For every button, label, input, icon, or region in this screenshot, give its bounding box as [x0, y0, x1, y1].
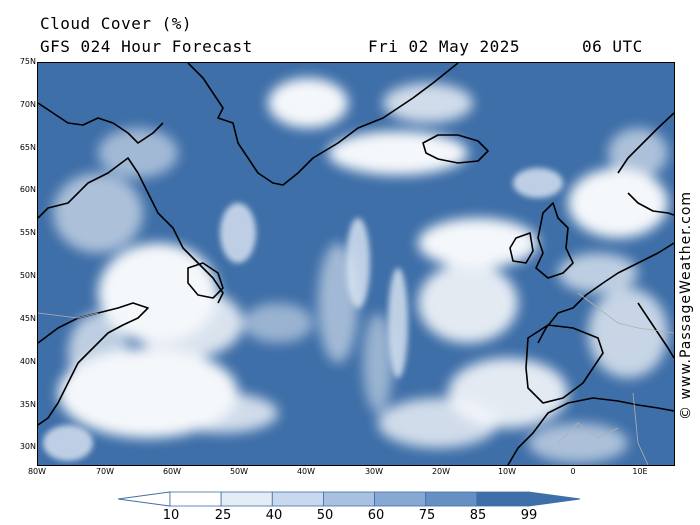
colorbar-label-85: 85 [469, 508, 487, 523]
colorbar-label-25: 25 [214, 508, 232, 523]
lon-label-60w: 60W [162, 467, 182, 476]
lon-label-30w: 30W [364, 467, 384, 476]
lat-label-40n: 40N [19, 357, 36, 366]
lon-label-80w: 80W [27, 467, 47, 476]
lat-label-75n: 75N [19, 57, 36, 66]
europe-coastline [537, 242, 674, 344]
lon-label-40w: 40W [296, 467, 316, 476]
scandinavia-south-coastline [627, 192, 674, 216]
colorbar-label-50: 50 [316, 508, 334, 523]
colorbar-label-75: 75 [418, 508, 436, 523]
colorbar-cell [323, 491, 375, 507]
country-borders [38, 292, 674, 465]
passageweather-watermark: © www.PassageWeather.com [678, 190, 694, 420]
labrador-coastline [38, 157, 224, 304]
colorbar-cell [374, 491, 427, 507]
lat-label-50n: 50N [19, 271, 36, 280]
africa-coastline [507, 397, 674, 465]
lat-label-55n: 55N [19, 228, 36, 237]
newfoundland-coastline [187, 262, 224, 299]
lat-label-65n: 65N [19, 143, 36, 152]
forecast-date: Fri 02 May 2025 [368, 37, 520, 56]
lon-label-70w: 70W [95, 467, 115, 476]
cloud-cover-map[interactable] [37, 62, 675, 466]
colorbar-cell [425, 491, 478, 507]
lat-label-35n: 35N [19, 400, 36, 409]
lat-label-70n: 70N [19, 100, 36, 109]
colorbar-label-60: 60 [367, 508, 385, 523]
colorbar-label-40: 40 [265, 508, 283, 523]
lon-label-50w: 50W [229, 467, 249, 476]
lat-label-30n: 30N [19, 442, 36, 451]
iceland-coastline [422, 134, 489, 164]
lat-label-45n: 45N [19, 314, 36, 323]
colorbar-left-arrow [118, 491, 171, 507]
greenland-coastline [187, 63, 459, 186]
coastlines [38, 63, 674, 465]
lon-label-10w: 10W [497, 467, 517, 476]
iberia-coastline [525, 324, 604, 404]
cloud-layer [53, 78, 668, 463]
map-title: Cloud Cover (%) [40, 14, 192, 33]
map-canvas [38, 63, 674, 465]
colorbar-right-arrow [527, 491, 580, 507]
lat-label-60n: 60N [19, 185, 36, 194]
lon-label-10e: 10E [632, 467, 648, 476]
colorbar-label-99: 99 [520, 508, 538, 523]
colorbar [118, 491, 580, 507]
colorbar-cell [476, 491, 529, 507]
colorbar-cell [220, 491, 273, 507]
forecast-time: 06 UTC [582, 37, 643, 56]
ireland-coastline [509, 232, 534, 264]
italy-coastline [637, 302, 674, 359]
lon-label-0: 0 [570, 467, 576, 476]
baffin-coastline [38, 102, 164, 144]
british-isles-coastline [535, 202, 574, 279]
lon-label-20w: 20W [431, 467, 451, 476]
forecast-subtitle: GFS 024 Hour Forecast [40, 37, 253, 56]
colorbar-cell [169, 491, 222, 507]
colorbar-cell [271, 491, 324, 507]
colorbar-label-10: 10 [162, 508, 180, 523]
scandinavia-coastline [617, 112, 674, 174]
